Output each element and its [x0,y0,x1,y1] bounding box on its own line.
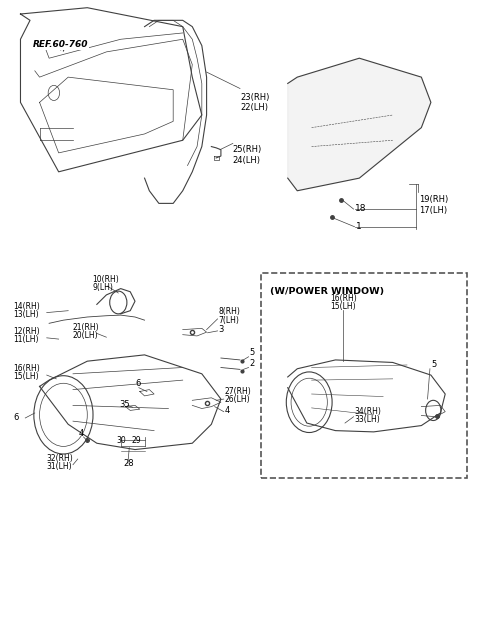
Text: 3: 3 [218,325,224,334]
Text: 18: 18 [355,204,366,213]
Text: 1: 1 [356,222,361,231]
Text: 5: 5 [250,348,255,357]
Text: 11(LH): 11(LH) [13,335,39,344]
Text: 33(LH): 33(LH) [355,415,380,424]
Text: 19(RH)
17(LH): 19(RH) 17(LH) [419,195,448,214]
Text: 25(RH)
24(LH): 25(RH) 24(LH) [233,145,262,165]
Text: 34(RH): 34(RH) [355,406,382,415]
Text: 15(LH): 15(LH) [331,302,356,311]
Text: 4: 4 [79,429,84,437]
Text: 20(LH): 20(LH) [72,331,97,340]
Text: 12(RH): 12(RH) [13,327,40,336]
Text: 27(RH): 27(RH) [225,387,252,396]
Text: 32(RH): 32(RH) [47,454,73,463]
Text: 31(LH): 31(LH) [47,462,72,471]
Polygon shape [288,58,431,191]
Text: 35: 35 [120,399,131,409]
Text: 6: 6 [13,413,19,422]
Text: 23(RH)
22(LH): 23(RH) 22(LH) [240,93,269,112]
Text: 13(LH): 13(LH) [13,310,39,319]
Text: 9(LH): 9(LH) [92,283,113,292]
Text: 16(RH): 16(RH) [331,294,358,303]
Text: 28: 28 [123,459,134,468]
Text: 21(RH): 21(RH) [72,323,99,332]
Text: (W/POWER WINDOW): (W/POWER WINDOW) [270,287,384,295]
Text: 30: 30 [116,436,126,445]
Text: 6: 6 [135,379,140,389]
Text: 7(LH): 7(LH) [218,316,240,325]
Text: 14(RH): 14(RH) [13,302,40,311]
Text: REF.60-760: REF.60-760 [33,40,88,49]
Text: 26(LH): 26(LH) [225,395,251,404]
Text: 2: 2 [250,359,255,368]
Text: 5: 5 [431,361,436,370]
Text: 16(RH): 16(RH) [13,364,40,373]
Text: 29: 29 [131,436,141,445]
Text: 8(RH): 8(RH) [218,307,240,316]
Text: 10(RH): 10(RH) [92,275,119,284]
Text: 4: 4 [225,406,230,415]
Text: 15(LH): 15(LH) [13,372,39,381]
FancyBboxPatch shape [262,273,467,478]
